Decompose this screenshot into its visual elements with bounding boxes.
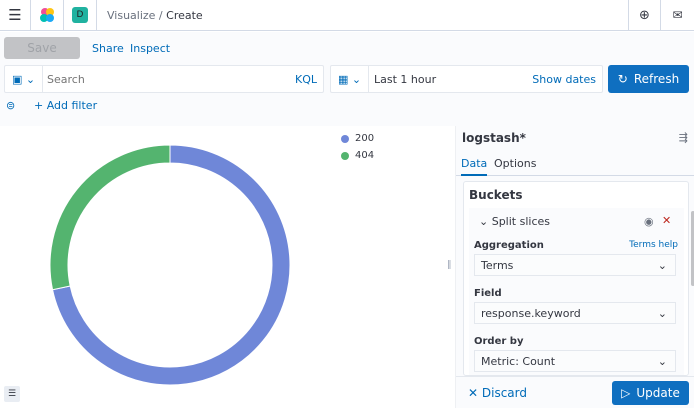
help-icon: ⊕ bbox=[639, 7, 650, 23]
remove-icon[interactable]: ✕ bbox=[662, 214, 672, 227]
aggregation-label: Aggregation bbox=[474, 240, 544, 251]
legend-item-200[interactable]: 200 bbox=[341, 130, 374, 147]
tab-options[interactable]: Options bbox=[494, 157, 537, 170]
buckets-section: Buckets ⌄ Split slices ◉ ✕ Aggregation T… bbox=[463, 181, 689, 376]
bucket-panel bbox=[469, 208, 684, 375]
pie-slice-200[interactable] bbox=[51, 144, 291, 386]
donut-chart bbox=[49, 144, 291, 386]
bucket-toggle[interactable]: ⌄ Split slices bbox=[479, 215, 550, 228]
play-icon: ▷ bbox=[621, 386, 631, 400]
show-dates-link[interactable]: Show dates bbox=[532, 72, 596, 86]
query-bar: ▣ ⌄ KQL bbox=[4, 65, 324, 93]
terms-help-link[interactable]: Terms help bbox=[629, 240, 678, 250]
chevron-down-icon: ⌄ bbox=[657, 258, 667, 272]
legend-dot bbox=[341, 151, 349, 160]
pie-slice-404[interactable] bbox=[49, 144, 171, 291]
sidebar-footer: ✕ Discard ▷ Update bbox=[456, 376, 694, 408]
eye-icon[interactable]: ◉ bbox=[644, 215, 654, 228]
menu-button[interactable]: ☰ bbox=[0, 0, 31, 31]
breadcrumb-visualize[interactable]: Visualize bbox=[107, 8, 156, 22]
field-label: Field bbox=[474, 288, 502, 299]
chart-legend: 200 404 bbox=[341, 130, 374, 164]
scrollbar[interactable] bbox=[691, 211, 694, 286]
index-pattern-title: logstash* bbox=[462, 131, 526, 145]
resize-handle[interactable]: ‖ bbox=[447, 260, 452, 270]
field-select[interactable]: response.keyword ⌄ bbox=[474, 302, 676, 324]
calendar-icon: ▦ ⌄ bbox=[337, 72, 362, 86]
kibana-logo-icon bbox=[40, 8, 54, 22]
refresh-icon: ↻ bbox=[617, 72, 628, 86]
share-link[interactable]: Share bbox=[92, 42, 124, 55]
chevron-down-icon: ⌄ bbox=[657, 354, 667, 368]
legend-dot bbox=[341, 134, 349, 143]
add-filter-link[interactable]: + Add filter bbox=[34, 99, 98, 112]
section-title: Buckets bbox=[469, 188, 523, 202]
header-bar: ☰ D Visualize / Create ⊕ ✉ bbox=[0, 0, 694, 31]
legend-item-404[interactable]: 404 bbox=[341, 147, 374, 164]
collapse-sidebar-icon[interactable]: ⇶ bbox=[678, 131, 688, 144]
date-picker: ▦ ⌄ Last 1 hour Show dates bbox=[330, 65, 603, 93]
order-by-label: Order by bbox=[474, 336, 524, 347]
aggregation-select[interactable]: Terms ⌄ bbox=[474, 254, 676, 276]
tab-data[interactable]: Data bbox=[461, 157, 488, 176]
tabs: Data Options bbox=[456, 152, 694, 176]
inspect-link[interactable]: Inspect bbox=[130, 42, 171, 55]
menu-icon: ☰ bbox=[8, 6, 22, 24]
order-by-select[interactable]: Metric: Count ⌄ bbox=[474, 350, 676, 372]
mail-icon: ✉ bbox=[672, 8, 683, 22]
help-button[interactable]: ⊕ bbox=[628, 0, 661, 31]
kql-button[interactable]: KQL bbox=[295, 72, 317, 86]
discard-button[interactable]: ✕ Discard bbox=[468, 386, 527, 400]
search-input[interactable] bbox=[43, 72, 295, 86]
time-range[interactable]: Last 1 hour bbox=[374, 72, 437, 86]
editor-sidebar: logstash* ⇶ Data Options Buckets ⌄ Split… bbox=[455, 126, 694, 408]
filter-icon[interactable]: ⊜ bbox=[6, 99, 16, 112]
update-button[interactable]: ▷ Update bbox=[612, 381, 689, 405]
space-avatar[interactable]: D bbox=[64, 0, 97, 31]
legend-toggle-icon[interactable]: ☰ bbox=[4, 386, 20, 402]
save-icon: ▣ ⌄ bbox=[11, 72, 36, 86]
mail-button[interactable]: ✉ bbox=[661, 0, 694, 31]
breadcrumb-create: Create bbox=[166, 8, 203, 22]
kibana-logo[interactable] bbox=[31, 0, 64, 31]
chevron-down-icon: ⌄ bbox=[657, 306, 667, 320]
saved-query-button[interactable]: ▣ ⌄ bbox=[5, 66, 43, 92]
refresh-button[interactable]: ↻ Refresh bbox=[608, 65, 689, 93]
save-button[interactable]: Save bbox=[4, 37, 80, 59]
breadcrumb: Visualize / Create bbox=[107, 8, 203, 22]
quick-select-button[interactable]: ▦ ⌄ bbox=[331, 66, 369, 92]
